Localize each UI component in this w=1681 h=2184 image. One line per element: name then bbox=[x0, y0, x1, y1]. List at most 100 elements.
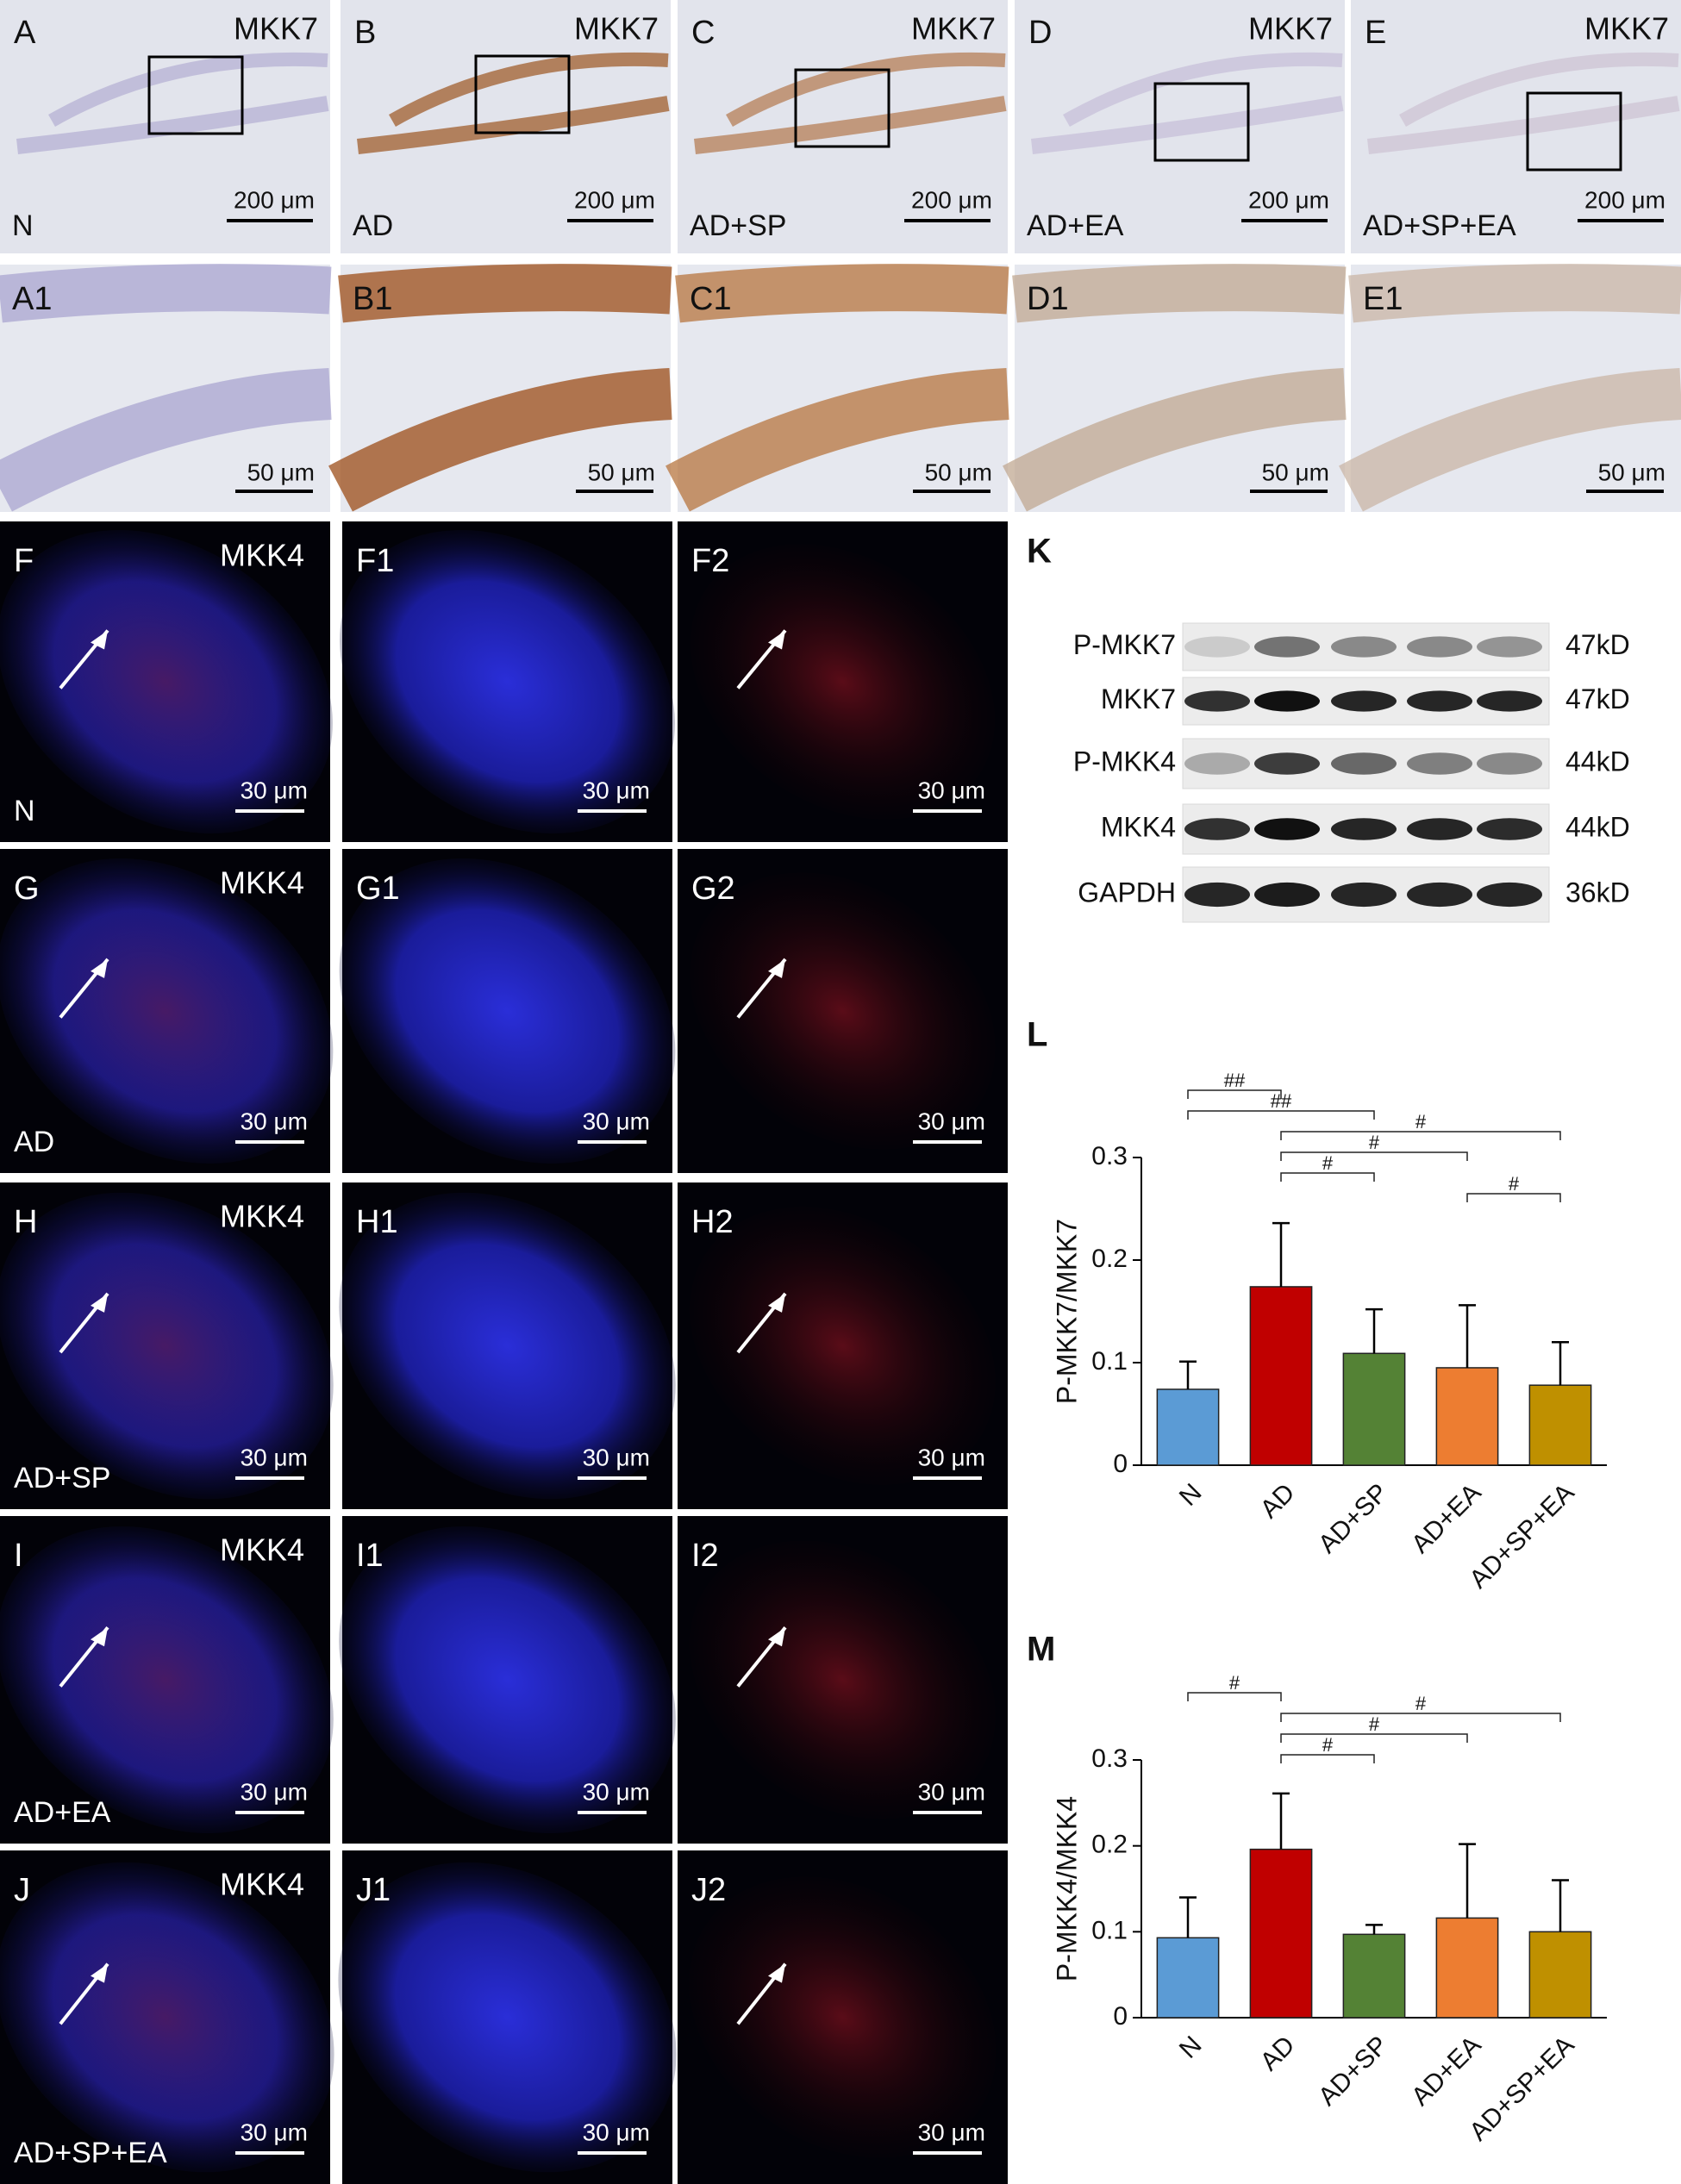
arrow-head bbox=[91, 1627, 108, 1647]
scale-label: 50 μm bbox=[247, 459, 315, 485]
group-label: AD bbox=[14, 1126, 54, 1158]
panel-label: L bbox=[1027, 1016, 1047, 1054]
scale-label: 200 μm bbox=[911, 186, 992, 213]
significance-label: # bbox=[1415, 1693, 1427, 1714]
nuclei bbox=[339, 858, 676, 1164]
blot-band bbox=[1184, 752, 1250, 775]
panel: J MKK4 AD+SP+EA 30 μm bbox=[0, 1850, 334, 2184]
error-bar bbox=[1459, 1304, 1476, 1368]
significance-bracket bbox=[1280, 1131, 1561, 1140]
blot-band bbox=[1477, 636, 1542, 658]
band-size: 44kD bbox=[1565, 746, 1630, 777]
scale-label: 30 μm bbox=[583, 2118, 650, 2145]
panel: A1 50 μm bbox=[0, 264, 332, 512]
panel: J1 30 μm bbox=[338, 1850, 677, 2184]
blot-band bbox=[1254, 882, 1320, 908]
panel: G2 30 μm bbox=[678, 849, 1008, 1173]
bar bbox=[1435, 1917, 1499, 2019]
blot-band bbox=[1407, 818, 1472, 840]
mkk4-signal bbox=[12, 1207, 318, 1485]
significance-label: # bbox=[1322, 1734, 1334, 1756]
bar bbox=[1435, 1367, 1499, 1466]
panel-label: C1 bbox=[690, 281, 732, 317]
significance-label: # bbox=[1369, 1132, 1380, 1153]
arrow-head bbox=[91, 630, 108, 650]
arrow-head bbox=[768, 1963, 785, 1983]
panel-label: H1 bbox=[356, 1204, 398, 1240]
blot-band bbox=[1254, 752, 1320, 775]
mkk4-signal bbox=[689, 1876, 997, 2158]
y-axis-label: P-MKK7/MKK7 bbox=[1051, 1219, 1082, 1404]
panel: G1 30 μm bbox=[339, 849, 676, 1173]
marker-label: MKK4 bbox=[220, 1867, 304, 1902]
scale-label: 200 μm bbox=[1248, 186, 1329, 213]
blot-band bbox=[1407, 636, 1472, 658]
blot-band bbox=[1254, 636, 1320, 658]
mkk4-signal bbox=[12, 872, 318, 1150]
scale-label: 30 μm bbox=[241, 1778, 308, 1805]
marker-label: MKK7 bbox=[1248, 11, 1333, 47]
panel: I2 30 μm bbox=[678, 1516, 1008, 1844]
inset-box bbox=[1526, 91, 1622, 172]
panel-label: F bbox=[14, 543, 34, 579]
group-label: N bbox=[12, 209, 34, 242]
panel-label: F2 bbox=[691, 543, 729, 579]
panel: I1 30 μm bbox=[339, 1516, 676, 1844]
group-label: AD+SP+EA bbox=[1363, 209, 1516, 242]
panel-label: E bbox=[1365, 15, 1386, 51]
arrow-head bbox=[768, 1627, 785, 1647]
cell-layer bbox=[1012, 264, 1347, 323]
x-tick-label: N bbox=[1174, 1478, 1208, 1512]
tissue-band bbox=[726, 52, 1006, 127]
inset-box bbox=[1153, 82, 1250, 162]
band-size: 36kD bbox=[1565, 877, 1630, 908]
tissue-band bbox=[1367, 96, 1680, 154]
panel-label: D1 bbox=[1027, 281, 1069, 317]
cell-layer bbox=[1348, 264, 1681, 323]
scale-label: 50 μm bbox=[588, 459, 655, 485]
cell-layer bbox=[0, 264, 332, 323]
significance-bracket bbox=[1280, 1733, 1468, 1743]
cell-layer bbox=[675, 264, 1009, 323]
blot-band bbox=[1407, 690, 1472, 712]
bar bbox=[1156, 1388, 1220, 1466]
scale-label: 30 μm bbox=[241, 1108, 308, 1134]
blot-band bbox=[1407, 752, 1472, 775]
panel-label: G2 bbox=[691, 870, 735, 907]
error-bar bbox=[1179, 1896, 1197, 1938]
significance-label: ## bbox=[1224, 1070, 1246, 1091]
tissue-band bbox=[1031, 96, 1344, 154]
mkk4-signal bbox=[690, 544, 996, 820]
band-size: 44kD bbox=[1565, 811, 1630, 842]
panel: J2 30 μm bbox=[678, 1850, 1008, 2184]
y-tick-label: 0 bbox=[1113, 2002, 1128, 2031]
blot-strip bbox=[1182, 738, 1550, 789]
marker-label: MKK7 bbox=[1584, 11, 1669, 47]
x-tick-label: AD bbox=[1255, 2031, 1301, 2076]
bar bbox=[1528, 1384, 1592, 1466]
y-tick-label: 0 bbox=[1113, 1450, 1128, 1478]
panel-label: I2 bbox=[691, 1538, 719, 1574]
blot-band bbox=[1477, 882, 1542, 908]
blot-band bbox=[1331, 882, 1397, 908]
group-label: AD+SP bbox=[690, 209, 786, 242]
cell-layer bbox=[1339, 368, 1681, 512]
tissue-band bbox=[357, 96, 670, 154]
panel-label: J bbox=[14, 1872, 30, 1908]
tissue-band bbox=[389, 52, 669, 127]
panel: F1 30 μm bbox=[340, 521, 675, 842]
panel: H MKK4 AD+SP 30 μm bbox=[0, 1182, 334, 1509]
scale-label: 200 μm bbox=[234, 186, 315, 213]
mkk4-signal bbox=[690, 1540, 996, 1819]
scale-label: 30 μm bbox=[241, 1444, 308, 1470]
tissue-band bbox=[1063, 52, 1343, 127]
blot-band bbox=[1407, 882, 1472, 908]
blot-band bbox=[1254, 690, 1320, 712]
x-tick-label: N bbox=[1174, 2031, 1208, 2064]
band-name: GAPDH bbox=[1078, 877, 1176, 908]
blot-band bbox=[1331, 818, 1397, 840]
panel-label: H bbox=[14, 1204, 37, 1240]
panel-label: C bbox=[691, 15, 715, 51]
scale-label: 30 μm bbox=[583, 777, 650, 803]
